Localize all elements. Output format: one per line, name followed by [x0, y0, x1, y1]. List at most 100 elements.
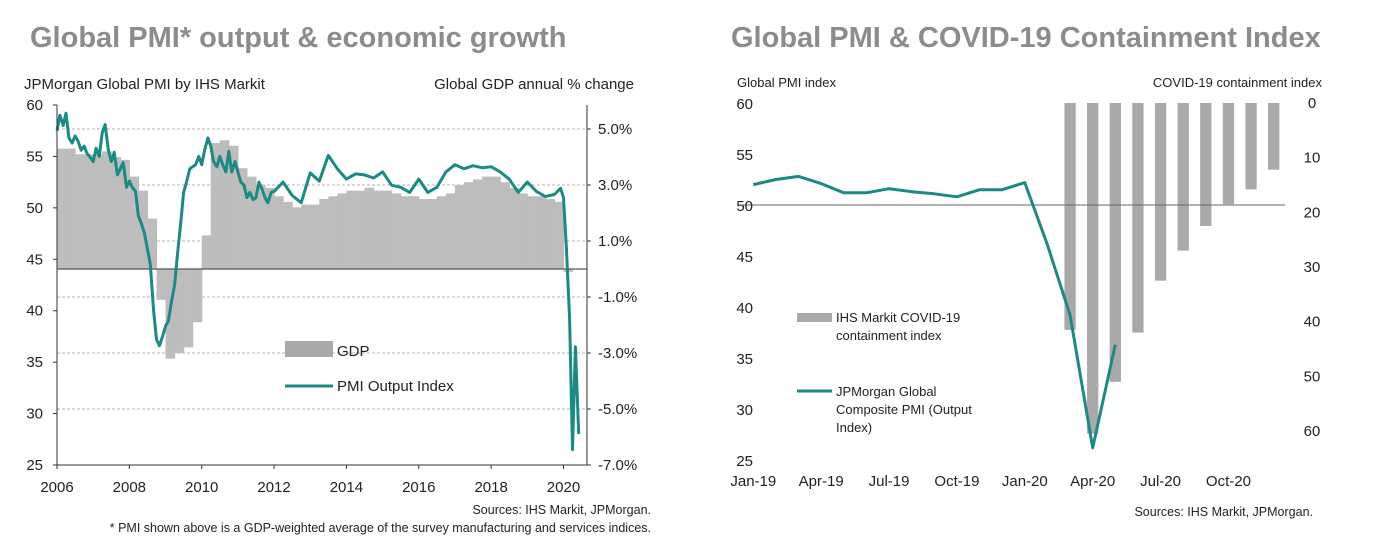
containment-bar	[1087, 103, 1099, 434]
gdp-bar	[400, 196, 411, 269]
gdp-bar	[192, 269, 203, 323]
left-y-tick-label: 30	[26, 406, 43, 423]
gdp-bar	[120, 159, 130, 269]
right-x-tick-label: Oct-19	[934, 473, 979, 490]
right-right-tick-label: 60	[1304, 423, 1321, 440]
right-y-tick-label: 35	[736, 351, 753, 368]
gdp-bar	[527, 196, 537, 269]
gdp-bar	[554, 201, 565, 269]
gdp-bar	[265, 187, 275, 269]
right-y-tick-label: 40	[736, 300, 753, 317]
right-chart-source: Sources: IHS Markit, JPMorgan.	[1134, 505, 1313, 519]
gdp-bar	[536, 196, 546, 269]
left-right-tick-label: 3.0%	[598, 177, 632, 194]
legend-composite-label-line3: Index)	[836, 420, 872, 435]
containment-bar	[1064, 103, 1076, 330]
left-y-tick-label: 40	[26, 303, 43, 320]
gdp-bar	[93, 154, 103, 269]
left-right-tick-label: 1.0%	[598, 233, 632, 250]
left-x-tick-label: 2014	[330, 479, 363, 496]
left-chart-footnote: * PMI shown above is a GDP-weighted aver…	[110, 521, 651, 535]
gdp-bar	[310, 204, 320, 269]
right-right-tick-label: 40	[1304, 314, 1321, 331]
right-y-tick-label: 45	[736, 249, 753, 266]
right-right-tick-label: 0	[1308, 95, 1316, 112]
gdp-bar	[436, 196, 447, 269]
right-right-tick-label: 20	[1304, 204, 1321, 221]
left-x-tick-label: 2006	[40, 479, 73, 496]
left-chart-title: Global PMI* output & economic growth	[30, 22, 567, 54]
left-x-tick-label: 2018	[474, 479, 507, 496]
gdp-bar	[337, 193, 348, 269]
right-y-axis-label: Global PMI index	[737, 75, 836, 90]
gdp-bar	[301, 204, 311, 269]
right-right-axis-label: COVID-19 containment index	[1153, 75, 1323, 90]
left-right-tick-label: -3.0%	[598, 345, 637, 362]
left-plot-area: 60 55 50 45 40 35 30 25 5.0% 3.0% 1.0% -1.0% -3.0% -5…	[26, 97, 637, 496]
gdp-bar	[382, 190, 393, 269]
right-x-tick-label: Jul-19	[869, 473, 910, 490]
gdp-bar	[409, 196, 420, 269]
right-plot-area: 60 55 50 45 40 35 30 25 0 10 20 30 40 50 60 Jan-19 Apr-1…	[730, 95, 1320, 490]
legend-containment-swatch	[797, 313, 832, 322]
right-right-tick-label: 50	[1304, 368, 1321, 385]
right-x-tick-label: Apr-19	[799, 473, 844, 490]
gdp-bar	[66, 148, 76, 269]
containment-bar	[1154, 103, 1167, 281]
gdp-bar	[147, 218, 158, 269]
gdp-bar	[210, 143, 221, 269]
containment-bar	[1109, 103, 1121, 382]
left-right-tick-label: 5.0%	[598, 121, 632, 138]
gdp-bar	[246, 176, 257, 269]
left-right-axis-label: Global GDP annual % change	[434, 76, 634, 93]
right-y-tick-label: 55	[736, 147, 753, 164]
containment-bar	[1245, 103, 1257, 190]
gdp-bar	[373, 190, 384, 269]
gdp-bar	[509, 187, 519, 269]
right-y-tick-label: 60	[736, 96, 753, 113]
left-y-tick-label: 25	[26, 457, 43, 474]
gdp-bar	[129, 176, 139, 269]
right-y-tick-label: 30	[736, 402, 753, 419]
containment-bar	[1268, 103, 1280, 170]
gdp-bar	[427, 199, 438, 269]
left-x-tick-label: 2020	[547, 479, 580, 496]
composite-pmi-line	[752, 174, 1117, 450]
gdp-bar	[183, 269, 194, 348]
pmi-output-line	[55, 111, 581, 452]
gdp-bar	[274, 196, 284, 269]
gdp-bar	[111, 157, 121, 269]
legend-containment-label-line2: containment index	[836, 328, 942, 343]
left-y-axis-label: JPMorgan Global PMI by IHS Markit	[24, 76, 266, 93]
gdp-bar	[102, 151, 112, 269]
gdp-bar	[84, 154, 94, 269]
containment-bar	[1200, 103, 1212, 226]
left-x-tick-label: 2010	[185, 479, 218, 496]
left-y-tick-label: 50	[26, 200, 43, 217]
right-right-tick-label: 30	[1304, 259, 1321, 276]
left-y-tick-label: 55	[26, 148, 43, 165]
left-right-tick-label: -1.0%	[598, 289, 637, 306]
containment-bar	[1132, 103, 1144, 333]
gdp-bar	[328, 196, 338, 269]
legend-composite-label-line1: JPMorgan Global	[836, 384, 937, 399]
gdp-bar	[237, 168, 248, 269]
gdp-bar	[57, 148, 67, 269]
gdp-bar	[346, 190, 357, 269]
left-x-tick-label: 2012	[257, 479, 290, 496]
gdp-bar	[391, 193, 402, 269]
right-right-tick-label: 10	[1304, 150, 1321, 167]
right-x-tick-label: Apr-20	[1070, 473, 1115, 490]
gdp-bar	[473, 179, 483, 269]
left-x-tick-label: 2008	[113, 479, 146, 496]
left-right-tick-label: -7.0%	[598, 457, 637, 474]
legend-gdp-swatch	[285, 341, 333, 357]
gdp-bar	[500, 182, 510, 269]
gdp-bar	[518, 193, 528, 269]
gdp-bar	[228, 145, 239, 269]
gdp-bar	[292, 207, 302, 269]
gdp-bar	[463, 182, 474, 269]
right-x-tick-label: Jul-20	[1140, 473, 1181, 490]
legend-gdp-label: GDP	[337, 343, 370, 360]
